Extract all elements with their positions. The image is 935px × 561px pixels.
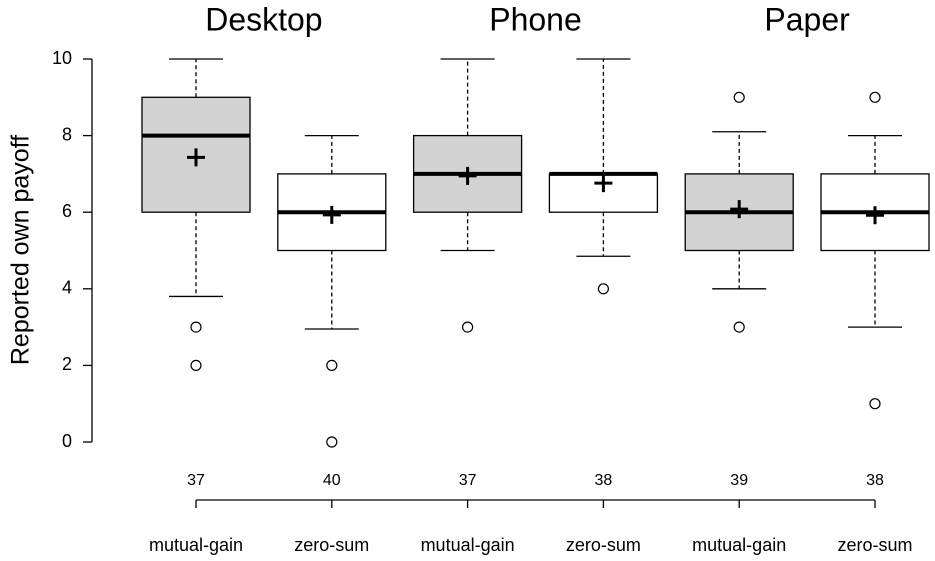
y-tick-label: 4 (62, 278, 72, 298)
mean-marker (594, 174, 613, 193)
group-title: Desktop (205, 1, 322, 37)
x-tick-label: zero-sum (837, 535, 912, 555)
outlier (869, 398, 881, 410)
mean-marker (458, 166, 477, 185)
y-tick-label: 8 (62, 124, 72, 144)
x-tick-label: mutual-gain (149, 535, 243, 555)
outlier (462, 321, 474, 333)
group-title: Paper (764, 1, 850, 37)
n-label: 38 (866, 472, 884, 489)
y-tick-label: 10 (52, 48, 72, 68)
n-label: 40 (323, 472, 341, 489)
y-tick-label: 6 (62, 201, 72, 221)
mean-marker (730, 200, 749, 219)
y-tick-label: 0 (62, 431, 72, 451)
outlier (597, 283, 610, 295)
n-label: 37 (459, 472, 477, 489)
n-label: 37 (187, 472, 205, 489)
outlier (869, 91, 881, 103)
n-label: 38 (595, 472, 613, 489)
mean-marker (322, 205, 341, 224)
outlier (190, 321, 202, 333)
x-tick-label: zero-sum (566, 535, 641, 555)
outlier (326, 436, 338, 448)
mean-marker (866, 206, 884, 225)
x-tick-label: mutual-gain (421, 535, 515, 555)
x-tick-label: zero-sum (294, 535, 369, 555)
outlier (190, 359, 202, 371)
outlier (733, 321, 745, 333)
y-axis-label: Reported own payoff (7, 135, 35, 365)
mean-marker (187, 148, 205, 167)
n-label: 39 (730, 472, 748, 489)
outlier (733, 91, 745, 103)
group-title: Phone (489, 1, 582, 37)
y-tick-label: 2 (62, 354, 72, 374)
x-tick-label: mutual-gain (692, 535, 786, 555)
outlier (326, 359, 338, 371)
